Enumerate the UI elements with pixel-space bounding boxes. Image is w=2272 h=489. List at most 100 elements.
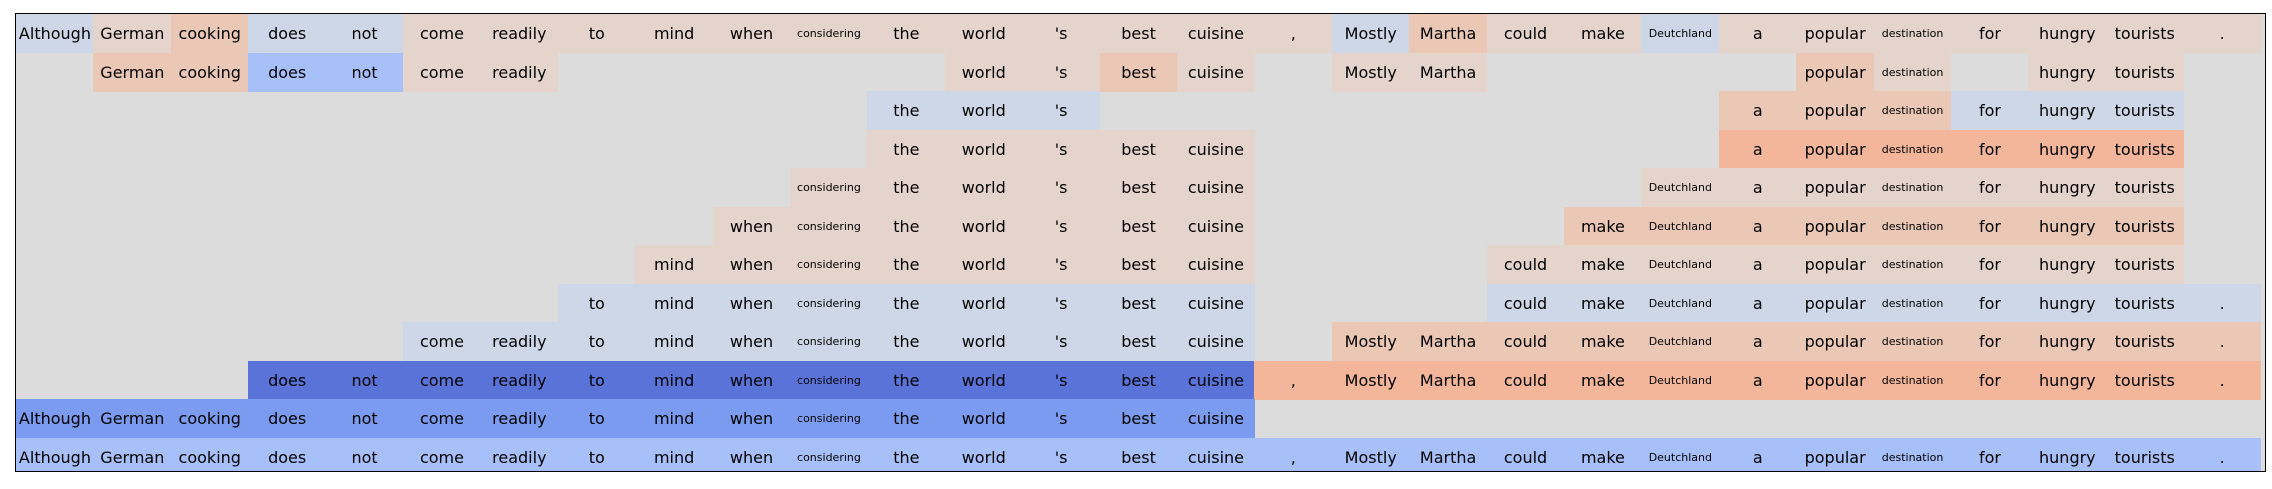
token-cell: readily: [480, 322, 559, 361]
token-cell: come: [403, 14, 481, 53]
token-cell: destination: [1873, 322, 1952, 361]
token-cell: destination: [1873, 437, 1952, 471]
token-cell: considering: [790, 360, 868, 400]
token-cell: does: [248, 360, 327, 400]
token-cell: mind: [635, 322, 714, 361]
token-cell: not: [325, 399, 404, 438]
token-cell: popular: [1796, 245, 1875, 284]
token-cell: make: [1564, 245, 1642, 284]
token-cell: tourists: [2105, 206, 2184, 246]
token-cell: destination: [1873, 360, 1952, 400]
token-cell: for: [1951, 129, 2029, 169]
token-cell: popular: [1796, 437, 1875, 471]
token-cell: tourists: [2105, 437, 2184, 471]
token-cell: German: [93, 399, 172, 438]
token-cell: when: [712, 322, 791, 361]
token-cell: not: [325, 360, 404, 400]
token-cell: when: [712, 283, 791, 323]
token-cell: world: [944, 206, 1023, 246]
token-cell: Deutchland: [1641, 360, 1720, 400]
token-cell: cuisine: [1177, 283, 1255, 323]
token-cell: 's: [1022, 14, 1101, 53]
token-cell: considering: [790, 322, 868, 361]
token-cell: mind: [635, 245, 714, 284]
token-cell: make: [1564, 283, 1642, 323]
token-cell: 's: [1022, 52, 1101, 92]
token-cell: considering: [790, 399, 868, 438]
token-cell: considering: [790, 14, 868, 53]
token-cell: best: [1099, 206, 1178, 246]
token-cell: best: [1099, 322, 1178, 361]
token-cell: destination: [1873, 283, 1952, 323]
token-cell: when: [712, 245, 791, 284]
token-cell: 's: [1022, 437, 1101, 471]
token-attribution-heatmap: Although German cooking does not come readily t…: [15, 13, 2266, 472]
token-cell: could: [1486, 360, 1565, 400]
token-cell: Deutchland: [1641, 168, 1720, 207]
token-cell: when: [712, 360, 791, 400]
token-cell: popular: [1796, 206, 1875, 246]
token-cell: Deutchland: [1641, 14, 1720, 53]
token-cell: popular: [1796, 168, 1875, 207]
token-cell: for: [1951, 322, 2029, 361]
token-cell: .: [2183, 360, 2262, 400]
token-cell: popular: [1796, 322, 1875, 361]
token-cell: for: [1951, 283, 2029, 323]
token-cell: cuisine: [1177, 245, 1255, 284]
token-cell: hungry: [2028, 206, 2107, 246]
token-cell: tourists: [2105, 168, 2184, 207]
token-cell: hungry: [2028, 283, 2107, 323]
token-cell: a: [1718, 14, 1797, 53]
token-cell: popular: [1796, 91, 1875, 130]
token-cell: world: [944, 14, 1023, 53]
token-cell: mind: [635, 14, 714, 53]
token-cell: not: [325, 14, 404, 53]
token-cell: cuisine: [1177, 322, 1255, 361]
token-cell: best: [1099, 360, 1178, 400]
token-cell: cuisine: [1177, 14, 1255, 53]
token-cell: destination: [1873, 91, 1952, 130]
token-cell: world: [944, 283, 1023, 323]
token-cell: tourists: [2105, 360, 2184, 400]
token-cell: tourists: [2105, 52, 2184, 92]
token-cell: Deutchland: [1641, 322, 1720, 361]
token-cell: Martha: [1409, 52, 1488, 92]
token-cell: best: [1099, 437, 1178, 471]
token-cell: does: [248, 437, 327, 471]
token-cell: cuisine: [1177, 360, 1255, 400]
token-cell: hungry: [2028, 91, 2107, 130]
token-cell: best: [1099, 283, 1178, 323]
token-cell: the: [867, 360, 946, 400]
token-cell: the: [867, 14, 946, 53]
token-cell: destination: [1873, 206, 1952, 246]
token-cell: for: [1951, 360, 2029, 400]
token-cell: to: [557, 360, 636, 400]
token-cell: readily: [480, 360, 559, 400]
token-cell: considering: [790, 437, 868, 471]
token-cell: best: [1099, 14, 1178, 53]
token-cell: .: [2183, 322, 2262, 361]
token-cell: 's: [1022, 129, 1101, 169]
token-cell: for: [1951, 14, 2029, 53]
token-cell: could: [1486, 437, 1565, 471]
token-cell: hungry: [2028, 322, 2107, 361]
token-cell: a: [1718, 322, 1797, 361]
token-cell: for: [1951, 91, 2029, 130]
token-cell: best: [1099, 52, 1178, 92]
token-cell: .: [2183, 14, 2262, 53]
token-cell: to: [557, 399, 636, 438]
token-cell: the: [867, 206, 946, 246]
token-cell: Martha: [1409, 14, 1488, 53]
token-cell: to: [557, 14, 636, 53]
token-cell: 's: [1022, 91, 1101, 130]
token-cell: best: [1099, 399, 1178, 438]
token-cell: does: [248, 14, 327, 53]
token-cell: destination: [1873, 129, 1952, 169]
token-cell: German: [93, 52, 172, 92]
token-cell: ,: [1254, 14, 1333, 53]
token-cell: to: [557, 283, 636, 323]
token-cell: the: [867, 129, 946, 169]
token-cell: 's: [1022, 322, 1101, 361]
token-cell: Mostly: [1331, 52, 1410, 92]
token-cell: readily: [480, 437, 559, 471]
